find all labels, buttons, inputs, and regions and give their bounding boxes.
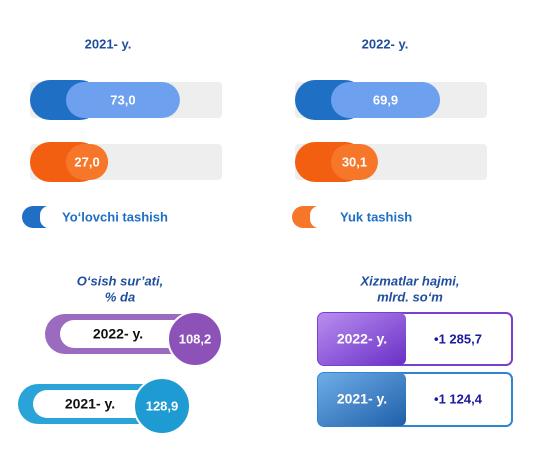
share-charts: 2021- y. 73,0 27,0 2022- y. 69,9 30,1 <box>30 36 487 182</box>
bar <box>331 82 441 118</box>
growth-pill-inner <box>33 390 158 418</box>
services-title: mlrd. so‘m <box>377 289 443 304</box>
legend-label: Yuk tashish <box>340 209 412 224</box>
value-label: 69,9 <box>373 92 398 107</box>
value-label: 30,1 <box>342 154 367 169</box>
growth-title: O‘sish sur’ati, <box>77 273 163 288</box>
bar <box>66 82 180 118</box>
growth-label: 2022- y. <box>93 326 143 342</box>
chart-title: 2022- y. <box>362 36 409 51</box>
growth-title: % da <box>105 289 135 304</box>
growth-label: 2021- y. <box>65 396 115 412</box>
services-value: •1 124,4 <box>434 391 483 406</box>
growth-value: 108,2 <box>179 331 212 346</box>
legend-label: Yo‘lovchi tashish <box>62 209 168 224</box>
growth-circle <box>133 377 191 435</box>
bar <box>331 144 378 180</box>
value-label: 27,0 <box>74 154 99 169</box>
services-label-box <box>318 313 406 365</box>
legend-swatch-cut <box>310 206 328 228</box>
bar <box>66 144 109 180</box>
legend-swatch-cut <box>40 206 58 228</box>
services-label: 2021- y. <box>337 391 387 407</box>
growth-value: 128,9 <box>146 398 179 413</box>
services-title: Xizmatlar hajmi, <box>360 273 460 288</box>
services-label: 2022- y. <box>337 331 387 347</box>
growth-pill-inner <box>60 320 190 348</box>
value-label: 73,0 <box>110 92 135 107</box>
growth-circle <box>167 311 223 367</box>
chart-title: 2021- y. <box>85 36 132 51</box>
services-value: •1 285,7 <box>434 331 482 346</box>
services-label-box <box>318 373 406 426</box>
